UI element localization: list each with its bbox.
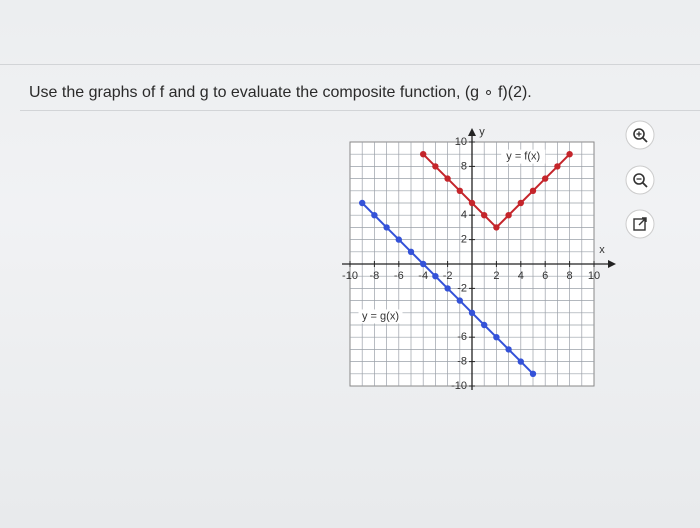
data-point xyxy=(529,187,537,194)
data-point xyxy=(517,358,524,365)
data-point xyxy=(468,199,476,207)
y-tick-label: 2 xyxy=(461,234,467,246)
x-tick-label: -2 xyxy=(443,270,453,282)
data-point xyxy=(420,151,427,158)
open-external-button[interactable] xyxy=(625,209,655,239)
data-point xyxy=(468,309,476,316)
data-point xyxy=(395,236,402,243)
x-tick-label: 6 xyxy=(542,270,548,282)
annotation-bg xyxy=(501,149,546,164)
y-tick-label: -8 xyxy=(457,356,467,368)
x-tick-label: 8 xyxy=(567,270,573,282)
data-point xyxy=(566,151,573,158)
data-point xyxy=(432,163,439,170)
annotation: y = f(x) xyxy=(506,151,540,163)
x-tick-label: -4 xyxy=(418,270,428,282)
x-axis-label: x xyxy=(599,244,605,256)
y-tick-label: 8 xyxy=(461,160,467,172)
annotation: y = g(x) xyxy=(362,310,399,322)
data-point xyxy=(529,370,537,377)
divider xyxy=(20,110,700,111)
x-tick-label: -10 xyxy=(342,270,358,282)
data-point xyxy=(407,248,415,255)
data-point xyxy=(542,175,549,182)
y-tick-label: -2 xyxy=(457,282,467,294)
data-point xyxy=(456,297,463,304)
x-tick-label: 10 xyxy=(588,270,600,282)
x-axis-arrow xyxy=(608,260,616,268)
data-point xyxy=(444,175,451,182)
divider xyxy=(0,64,700,65)
data-point xyxy=(456,187,463,194)
x-tick-label: -6 xyxy=(394,270,404,282)
y-axis-label: y xyxy=(479,126,485,138)
annotation-bg xyxy=(358,309,403,324)
data-point xyxy=(444,285,451,292)
data-point xyxy=(505,346,512,353)
data-point xyxy=(432,273,439,280)
y-tick-label: 10 xyxy=(455,136,467,148)
y-axis-arrow xyxy=(468,128,476,136)
x-tick-label: 4 xyxy=(518,270,524,282)
data-point xyxy=(481,321,488,329)
question: Use the graphs of f and g to evaluate th… xyxy=(29,84,532,101)
data-point xyxy=(554,163,561,170)
data-point xyxy=(420,260,427,268)
y-tick-label: -10 xyxy=(451,380,467,392)
data-point xyxy=(359,199,366,207)
zoom-in-button[interactable] xyxy=(625,120,655,150)
data-point xyxy=(493,334,500,341)
y-tick-label: 4 xyxy=(461,209,467,221)
x-tick-label: -8 xyxy=(370,270,380,282)
x-tick-label: 2 xyxy=(493,270,499,282)
data-point xyxy=(517,199,524,207)
data-point xyxy=(493,224,500,231)
data-point xyxy=(371,212,378,219)
zoom-out-button[interactable] xyxy=(625,165,655,195)
data-point xyxy=(481,212,488,219)
y-tick-label: -6 xyxy=(457,331,467,343)
data-point xyxy=(383,224,390,231)
data-point xyxy=(505,212,512,219)
